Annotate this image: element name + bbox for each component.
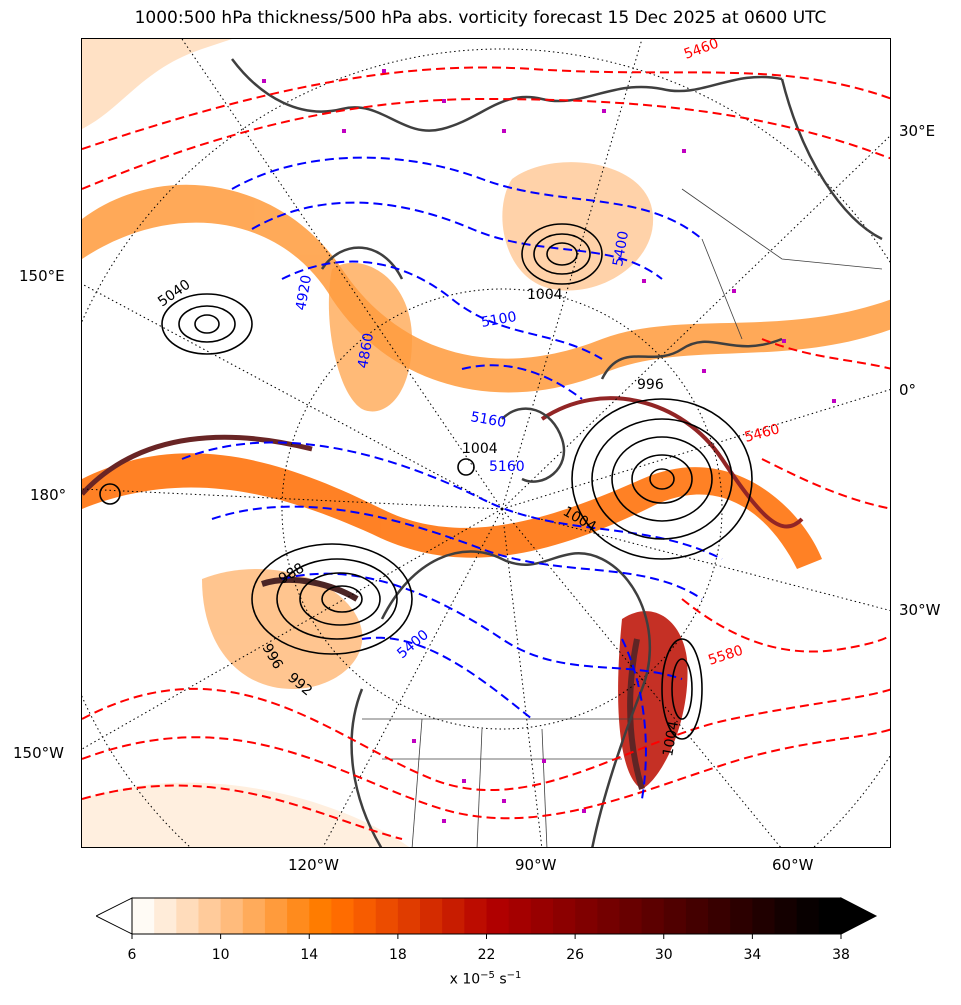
colorbar-tick-label: 34 xyxy=(743,947,761,963)
colorbar-label-prefix: x 10 xyxy=(449,971,481,988)
label-pressure-1004b: 1004 xyxy=(527,287,563,303)
colorbar-cell xyxy=(752,898,776,934)
colorbar-label-mid: s xyxy=(494,971,507,988)
colorbar-cell xyxy=(264,898,288,934)
label-blue-5400: 5400 xyxy=(394,627,432,662)
thickness-warm-contours xyxy=(82,66,890,840)
colorbar-cell xyxy=(575,898,598,934)
colorbar: 6 10 14 18 22 26 30 34 38 xyxy=(94,897,886,971)
colorbar-cell xyxy=(641,898,665,934)
label-blue-5400b: 5400 xyxy=(610,230,632,268)
colorbar-extend-low xyxy=(94,897,133,935)
label-red-5460a: 5460 xyxy=(682,39,721,63)
colorbar-cell xyxy=(154,898,177,934)
colorbar-ticks: 6 10 14 18 22 26 30 34 38 xyxy=(128,934,850,963)
colorbar-cell xyxy=(663,898,687,934)
label-blue-5160a: 5160 xyxy=(469,409,507,431)
colorbar-cell xyxy=(242,898,266,934)
vort-band-6 xyxy=(328,262,412,412)
vort-band-7 xyxy=(82,39,232,129)
colorbar-cell xyxy=(198,898,222,934)
colorbar-label-exp2: −1 xyxy=(506,970,522,981)
colorbar-cell xyxy=(708,898,731,934)
colorbar-tick-label: 30 xyxy=(655,947,673,963)
label-blue-5100: 5100 xyxy=(480,309,518,331)
lon-label-60w: 60°W xyxy=(772,856,814,874)
vort-band-8 xyxy=(82,782,410,847)
colorbar-cell xyxy=(420,898,443,934)
colorbar-cell xyxy=(552,898,576,934)
colorbar-cell xyxy=(486,898,510,934)
colorbar-cell xyxy=(287,898,310,934)
label-blue-5160b: 5160 xyxy=(489,459,525,475)
label-red-5040: 5040 xyxy=(155,277,193,311)
colorbar-cell xyxy=(730,898,753,934)
lon-label-120w: 120°W xyxy=(288,856,339,874)
coastlines xyxy=(231,58,883,847)
lon-label-30e: 30°E xyxy=(899,122,936,140)
colorbar-svg: 6 10 14 18 22 26 30 34 38 xyxy=(94,897,878,963)
colorbar-cell xyxy=(818,898,842,934)
colorbar-cell xyxy=(397,898,421,934)
colorbar-cell xyxy=(375,898,399,934)
colorbar-cell xyxy=(619,898,643,934)
colorbar-tick-label: 26 xyxy=(566,947,584,963)
lon-label-150w: 150°W xyxy=(13,744,64,762)
thickness-cold-contours xyxy=(181,156,723,800)
colorbar-label-exp1: −5 xyxy=(480,970,495,981)
colorbar-cell xyxy=(530,898,554,934)
label-pressure-1004c: 1004 xyxy=(660,720,682,758)
colorbar-cell xyxy=(464,898,487,934)
label-red-5460b: 5460 xyxy=(743,421,782,446)
map-canvas: 5580 5460 5460 5040 5400 5160 5160 5400 … xyxy=(82,39,890,847)
colorbar-cell xyxy=(220,898,244,934)
colorbar-cell xyxy=(508,898,532,934)
vort-band-2 xyxy=(82,453,822,569)
chart-title: 1000:500 hPa thickness/500 hPa abs. vort… xyxy=(134,8,827,28)
colorbar-tick-label: 38 xyxy=(832,947,850,963)
colorbar-cell xyxy=(176,898,199,934)
lon-label-180: 180° xyxy=(30,486,67,504)
colorbar-cell xyxy=(442,898,465,934)
station-markers xyxy=(262,69,836,823)
colorbar-tick-label: 18 xyxy=(389,947,407,963)
colorbar-cell xyxy=(774,898,798,934)
lon-label-30w: 30°W xyxy=(899,601,941,619)
colorbar-cell xyxy=(685,898,709,934)
colorbar-label: x 10−5 s−1 xyxy=(0,970,961,988)
colorbar-cell xyxy=(597,898,620,934)
colorbar-cell xyxy=(132,898,155,934)
map-panel[interactable]: 5580 5460 5460 5040 5400 5160 5160 5400 … xyxy=(81,38,891,848)
label-red-5580: 5580 xyxy=(706,643,745,669)
colorbar-cells xyxy=(132,898,842,934)
colorbar-tick-label: 10 xyxy=(212,947,230,963)
lon-label-90w: 90°W xyxy=(515,856,557,874)
colorbar-cell xyxy=(353,898,377,934)
pressure-contours xyxy=(99,223,753,740)
colorbar-tick-label: 14 xyxy=(300,947,318,963)
colorbar-cell xyxy=(309,898,332,934)
colorbar-cell xyxy=(796,898,820,934)
colorbar-tick-label: 22 xyxy=(478,947,496,963)
colorbar-extend-high xyxy=(840,897,878,935)
colorbar-cell xyxy=(331,898,355,934)
vort-band-1 xyxy=(82,184,890,393)
vort-filament-3 xyxy=(627,638,645,790)
label-blue-4860: 4860 xyxy=(355,332,377,370)
label-pressure-996b: 996 xyxy=(637,377,664,393)
label-blue-4920a: 4920 xyxy=(293,274,315,312)
label-pressure-1004a: 1004 xyxy=(462,441,498,457)
vort-filament-2 xyxy=(540,396,804,529)
lon-label-150e: 150°E xyxy=(19,267,65,285)
colorbar-tick-label: 6 xyxy=(128,947,137,963)
lon-label-0: 0° xyxy=(899,381,917,399)
vort-filament-4 xyxy=(261,576,359,602)
